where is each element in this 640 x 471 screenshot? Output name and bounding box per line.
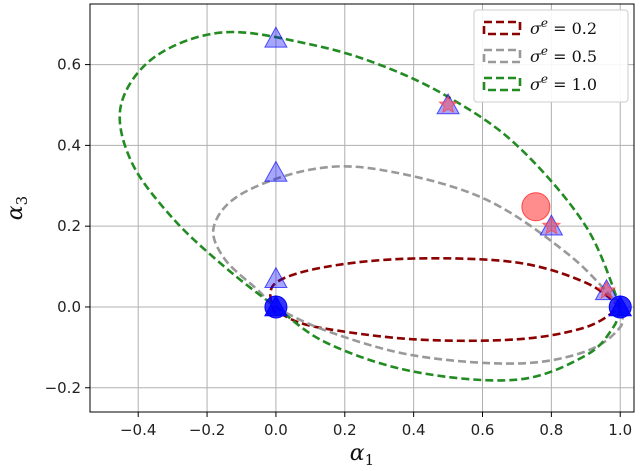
- legend-sigma: σ: [530, 75, 542, 94]
- x-tick-label: 0.6: [471, 421, 495, 439]
- legend-sigma: σ: [530, 47, 542, 66]
- triangle-marker: [264, 26, 288, 48]
- triangle-marker: [264, 266, 288, 288]
- legend-value: = 0.5: [548, 47, 597, 66]
- star-marker: [541, 215, 562, 235]
- legend: σe = 0.2σe = 0.5σe = 1.0: [473, 9, 629, 103]
- x-axis-label-sub: 1: [365, 451, 375, 469]
- x-tick-label: 0.2: [333, 421, 357, 439]
- legend-swatch-2: [482, 76, 522, 92]
- y-tick-label: 0.4: [57, 136, 81, 154]
- y-axis-ticks: −0.2 0.0 0.2 0.4 0.6: [45, 56, 90, 397]
- triangle-marker: [608, 294, 633, 317]
- legend-label-2: σe = 1.0: [530, 72, 597, 94]
- legend-value: = 0.2: [548, 19, 597, 38]
- legend-superscript: e: [541, 44, 548, 58]
- y-axis-label-sub: 3: [13, 196, 31, 206]
- y-axis-label: α3: [3, 196, 31, 220]
- triangle-marker: [594, 278, 619, 301]
- x-tick-label: −0.4: [120, 421, 156, 439]
- triangle-marker: [539, 214, 564, 236]
- y-tick-label: 0.2: [57, 217, 81, 235]
- plot-frame: [89, 3, 635, 413]
- y-tick-label: 0.6: [57, 56, 81, 74]
- legend-value: = 1.0: [548, 75, 597, 94]
- x-tick-label: 0.0: [264, 421, 288, 439]
- triangle-marker: [264, 294, 288, 317]
- legend-superscript: e: [541, 72, 548, 86]
- y-tick-label: −0.2: [45, 379, 81, 397]
- legend-sigma: σ: [530, 19, 542, 38]
- legend-swatch-1: [482, 48, 522, 64]
- x-axis-label: α1: [350, 441, 374, 469]
- triangle-marker: [264, 160, 288, 182]
- star-marker: [438, 94, 458, 114]
- x-tick-label: 0.4: [402, 421, 426, 439]
- legend-label-1: σe = 0.5: [530, 44, 597, 66]
- star-marker: [596, 280, 617, 300]
- series-line-1: [211, 165, 625, 365]
- legend-swatch-0: [482, 20, 522, 36]
- legend-superscript: e: [541, 16, 548, 30]
- triangle-marker: [436, 92, 460, 115]
- x-axis-label-main: α: [350, 441, 365, 466]
- series-line-2: [118, 30, 622, 382]
- marker-layer: [264, 26, 633, 319]
- big-circle-marker: [521, 192, 551, 222]
- y-axis-label-main: α: [3, 205, 28, 220]
- y-tick-label: 0.0: [57, 298, 81, 316]
- x-tick-label: −0.2: [189, 421, 225, 439]
- x-axis-ticks: −0.4 −0.2 0.0 0.2 0.4 0.6 0.8 1.0: [120, 412, 632, 439]
- legend-label-0: σe = 0.2: [530, 16, 597, 38]
- x-tick-label: 0.8: [539, 421, 563, 439]
- x-tick-label: 1.0: [608, 421, 632, 439]
